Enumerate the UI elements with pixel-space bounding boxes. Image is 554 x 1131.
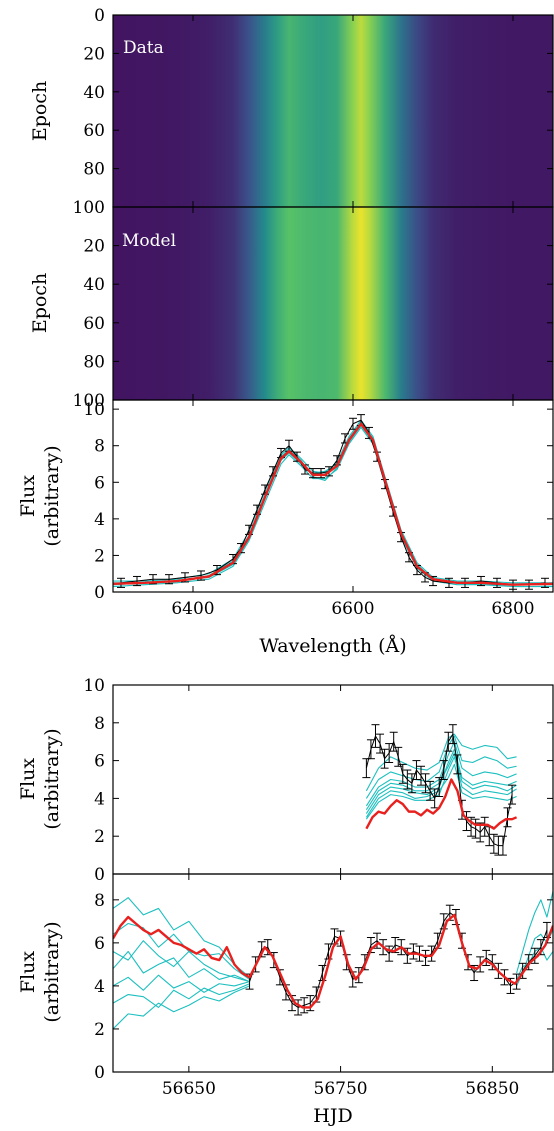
spectrum-ylabel-line1: Flux (17, 475, 39, 517)
data-map-annotation: Data (123, 38, 164, 58)
spectrum-ytick-label: 4 (94, 510, 105, 530)
light-curve-long-panel: 0 2 4 6 8 56650 56750 56850 Flux (arbitrary) HJ… (17, 874, 553, 1127)
spectrum-model-line (113, 422, 553, 586)
lc-long-model-line (113, 913, 553, 1009)
data-map-ytick-label: 20 (83, 44, 105, 64)
spectrum-xtick-label: 6600 (331, 599, 374, 619)
lc-long-data-line (249, 912, 548, 1008)
lc-long-ylabel-line2: (arbitrary) (41, 921, 63, 1022)
spectrum-ytick-label: 6 (94, 473, 105, 493)
data-map-ylabel: Epoch (29, 81, 51, 141)
model-map-ytick-label: 20 (83, 237, 105, 257)
model-map-annotation: Model (122, 231, 176, 251)
lc-long-xtick-label: 56750 (314, 1079, 368, 1099)
lc-long-xtick-label: 56850 (465, 1079, 519, 1099)
spectrum-ylabel-line2: (arbitrary) (41, 445, 63, 546)
spectrum-ytick-label: 8 (94, 437, 105, 457)
spectrum-sample-line-4 (113, 425, 553, 586)
data-map-ytick-label: 60 (83, 121, 105, 141)
lc-long-sample-line-5 (113, 983, 250, 1008)
lc-short-ytick-label: 10 (83, 676, 105, 696)
spectrum-lines (113, 414, 553, 590)
lc-long-ylabel-line1: Flux (17, 951, 39, 993)
spectrum-ytick-label: 10 (83, 400, 105, 420)
lc-long-ytick-label: 8 (94, 891, 105, 911)
lc-short-ytick-label: 0 (94, 865, 105, 885)
data-map-ytick-label: 40 (83, 83, 105, 103)
model-map-ytick-label: 80 (83, 352, 105, 372)
light-curve-long-frame (112, 873, 554, 1073)
lc-long-ytick-label: 0 (94, 1063, 105, 1083)
model-map-ylabel: Epoch (29, 273, 51, 333)
lc-short-sample-line-2 (365, 741, 517, 807)
data-map-ticks: 0 20 40 60 80 100 (73, 6, 553, 218)
model-map-ytick-label: 100 (73, 391, 105, 411)
lc-short-ytick-label: 4 (94, 789, 105, 809)
lc-short-sample-line-3 (365, 748, 517, 814)
lc-short-ytick-label: 8 (94, 714, 105, 734)
lc-short-ytick-label: 2 (94, 827, 105, 847)
lc-short-sample-line-6 (365, 752, 517, 811)
data-map-image (113, 15, 553, 207)
spectrum-xtick-label: 6800 (491, 599, 534, 619)
spectrum-data-line (120, 419, 546, 586)
spectrum-ytick-label: 0 (94, 583, 105, 603)
data-map-ytick-label: 80 (83, 160, 105, 180)
lc-long-sample-line-7 (516, 891, 553, 974)
lc-short-ylabel-line1: Flux (17, 758, 39, 800)
lc-long-xlabel: HJD (313, 1105, 352, 1127)
spectrum-panel: 0 2 4 6 8 10 6400 6600 6800 Flux (arbitrary) Wav… (17, 400, 553, 657)
spectrum-ticks: 0 2 4 6 8 10 6400 6600 6800 (83, 400, 553, 619)
data-map-panel: Data Epoch 0 20 40 60 80 100 (29, 6, 553, 218)
spectrum-xlabel: Wavelength (Å) (259, 635, 406, 657)
light-curve-short-lines (362, 724, 518, 856)
lc-long-sample-line-6 (113, 985, 250, 1030)
lc-short-sample-line-5 (365, 763, 517, 818)
spectrum-sample-line-0 (113, 423, 553, 586)
lc-short-model-line (365, 778, 518, 830)
lc-long-ytick-label: 4 (94, 977, 105, 997)
light-curve-short-ticks: 0 2 4 6 8 10 (83, 676, 553, 885)
spectrum-sample-line-3 (113, 421, 553, 586)
spectrum-sample-line-2 (113, 426, 553, 588)
lc-long-sample-line-2 (113, 940, 250, 983)
model-map-ytick-label: 40 (83, 275, 105, 295)
data-map-ytick-label: 0 (94, 6, 105, 26)
lc-long-xtick-label: 56650 (162, 1079, 216, 1099)
lc-long-sample-line-3 (113, 950, 250, 983)
model-map-ticks: 20 40 60 80 100 (73, 206, 553, 411)
lc-long-ytick-label: 6 (94, 934, 105, 954)
lc-short-sample-line-4 (365, 756, 517, 820)
lc-long-sample-line-0 (113, 897, 250, 978)
model-map-panel: Model Epoch 20 40 60 80 100 (29, 206, 553, 411)
spectrum-xtick-label: 6400 (171, 599, 214, 619)
lc-long-ytick-label: 2 (94, 1020, 105, 1040)
lc-short-ylabel-line2: (arbitrary) (41, 728, 63, 829)
lc-long-sample-line-4 (113, 974, 250, 993)
lc-short-ytick-label: 6 (94, 752, 105, 772)
lc-long-sample-line-1 (113, 922, 250, 980)
model-map-image (113, 207, 553, 400)
spectrum-ytick-label: 2 (94, 546, 105, 566)
light-curve-long-lines (113, 891, 553, 1030)
data-map-ytick-label: 100 (73, 198, 105, 218)
light-curve-short-panel: 0 2 4 6 8 10 Flux (arbitrary) (17, 676, 553, 885)
light-curve-long-ticks: 0 2 4 6 8 56650 56750 56850 (94, 874, 553, 1099)
spectrum-frame (112, 399, 554, 593)
model-map-ytick-label: 60 (83, 314, 105, 334)
spectrum-sample-line-1 (113, 419, 553, 584)
